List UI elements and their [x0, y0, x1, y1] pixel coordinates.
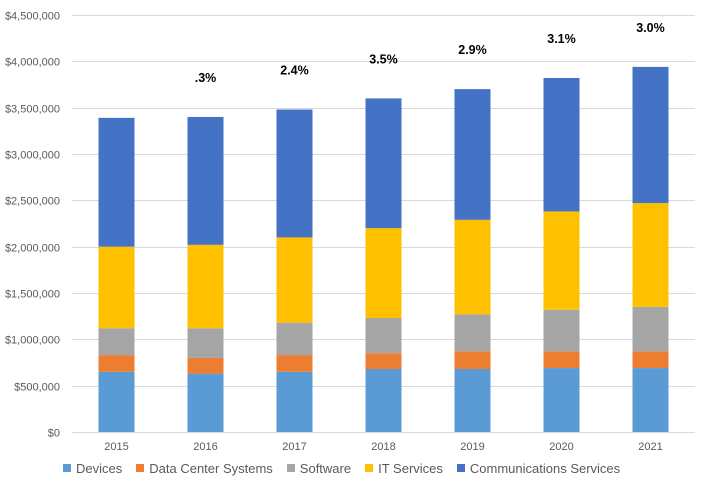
bar-segment-it-services	[98, 246, 135, 329]
bar-segment-data-center-systems	[632, 351, 669, 369]
y-axis-tick-labels: $0 $500,000 $1,000,000 $1,500,000 $2,000,000…	[5, 11, 60, 440]
bar-segment-communications-services	[276, 109, 313, 238]
bars	[98, 66, 669, 432]
x-tick-label: 2017	[282, 441, 306, 453]
bar-segment-software	[276, 322, 313, 356]
x-tick-label: 2020	[549, 441, 573, 453]
bar-segment-software	[543, 309, 580, 352]
growth-annotation: .3%	[195, 71, 217, 85]
legend-swatch-icon	[286, 464, 295, 472]
legend-label: Data Center Systems	[149, 460, 273, 476]
legend-label: Communications Services	[469, 460, 621, 476]
bar-segment-software	[454, 314, 491, 352]
bar-segment-software	[98, 328, 135, 356]
legend-label: IT Services	[378, 460, 443, 476]
y-tick-label: $4,000,000	[5, 57, 60, 69]
x-tick-label: 2015	[104, 441, 128, 453]
legend-label: Software	[299, 460, 352, 476]
legend-swatch-icon	[63, 464, 71, 472]
bar-segment-devices	[365, 368, 402, 432]
bar-segment-data-center-systems	[98, 355, 135, 372]
x-tick-label: 2021	[638, 441, 662, 453]
growth-annotations: .3% 2.4% 3.5% 2.9% 3.1% 3.0%	[195, 21, 665, 85]
growth-annotation: 2.9%	[458, 43, 487, 57]
bar-segment-devices	[98, 371, 135, 432]
legend-item: Data Center Systems	[136, 461, 273, 476]
legend-item: Software	[286, 460, 352, 476]
bar-segment-data-center-systems	[276, 355, 313, 372]
growth-annotation: 3.1%	[547, 32, 576, 46]
bar-segment-communications-services	[632, 66, 669, 204]
x-tick-label: 2019	[460, 441, 484, 453]
bar-segment-data-center-systems	[543, 351, 580, 369]
bar-segment-communications-services	[98, 117, 135, 247]
stacked-bar-chart: $0 $500,000 $1,000,000 $1,500,000 $2,000,000…	[5, 11, 695, 453]
bar-segment-data-center-systems	[187, 357, 224, 374]
growth-annotation: 2.4%	[280, 64, 309, 78]
bar-segment-devices	[454, 368, 491, 432]
y-tick-label: $2,500,000	[5, 196, 60, 208]
bar-segment-communications-services	[365, 98, 402, 229]
bar-segment-it-services	[187, 244, 224, 329]
bar-segment-devices	[543, 368, 580, 432]
legend-swatch-icon	[365, 464, 374, 472]
bar-segment-devices	[632, 368, 669, 432]
bar-segment-it-services	[632, 203, 669, 307]
bar-segment-it-services	[454, 219, 491, 315]
y-tick-label: $3,500,000	[5, 104, 60, 116]
growth-annotation: 3.0%	[636, 21, 665, 35]
y-tick-label: $2,000,000	[5, 243, 60, 255]
bar-segment-data-center-systems	[365, 353, 402, 369]
bar-segment-devices	[187, 373, 224, 432]
y-tick-label: $1,500,000	[5, 289, 60, 301]
x-tick-label: 2016	[193, 441, 217, 453]
bar-segment-it-services	[365, 228, 402, 319]
bar-segment-communications-services	[454, 89, 491, 220]
bar-segment-data-center-systems	[454, 351, 491, 369]
bar-segment-software	[365, 318, 402, 354]
bar-segment-it-services	[543, 211, 580, 310]
legend: Devices Data Center Systems Software IT Ser…	[0, 458, 709, 478]
bar-segment-software	[187, 328, 224, 358]
legend-swatch-icon	[456, 464, 465, 472]
bar-segment-it-services	[276, 237, 313, 323]
legend-label: Devices	[76, 460, 123, 476]
legend-item: IT Services	[365, 461, 443, 476]
legend-item: Communications Services	[456, 460, 621, 476]
y-tick-label: $3,000,000	[5, 150, 60, 162]
y-tick-label: $0	[48, 428, 60, 440]
bar-segment-communications-services	[187, 116, 224, 245]
x-axis-tick-labels: 2015 2016 2017 2018 2019 2020 2021	[104, 441, 662, 453]
legend-item: Devices	[63, 461, 122, 476]
y-tick-label: $500,000	[14, 382, 60, 394]
x-tick-label: 2018	[371, 441, 395, 453]
y-tick-label: $4,500,000	[5, 11, 60, 23]
bar-segment-communications-services	[543, 78, 580, 212]
bar-segment-devices	[276, 371, 313, 432]
bar-segment-software	[632, 306, 669, 352]
legend-swatch-icon	[136, 464, 145, 472]
growth-annotation: 3.5%	[369, 52, 398, 66]
y-tick-label: $1,000,000	[5, 335, 60, 347]
